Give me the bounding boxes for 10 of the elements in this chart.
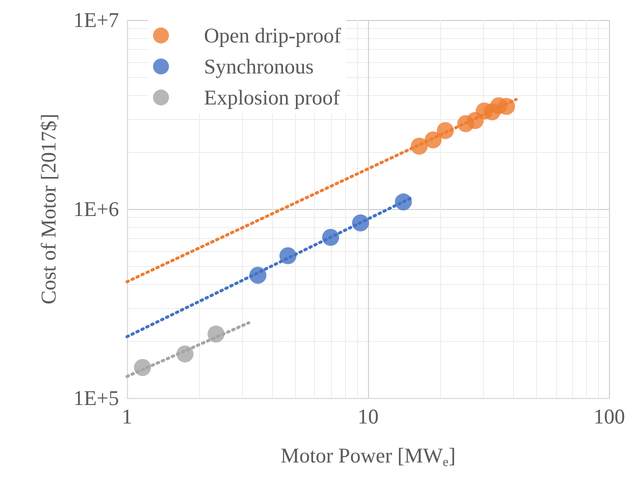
legend-label: Open drip-proof	[204, 24, 342, 48]
y-tick-label: 1E+5	[73, 386, 119, 410]
y-tick-label: 1E+7	[73, 8, 119, 32]
legend-label: Synchronous	[204, 54, 314, 78]
x-tick-label: 1	[122, 404, 132, 428]
legend-label: Explosion proof	[204, 86, 340, 110]
x-tick-label: 100	[594, 404, 625, 428]
x-tick-label: 10	[358, 404, 379, 428]
y-axis-title: Cost of Motor [2017$]	[36, 114, 60, 304]
y-tick-label: 1E+6	[73, 197, 119, 221]
